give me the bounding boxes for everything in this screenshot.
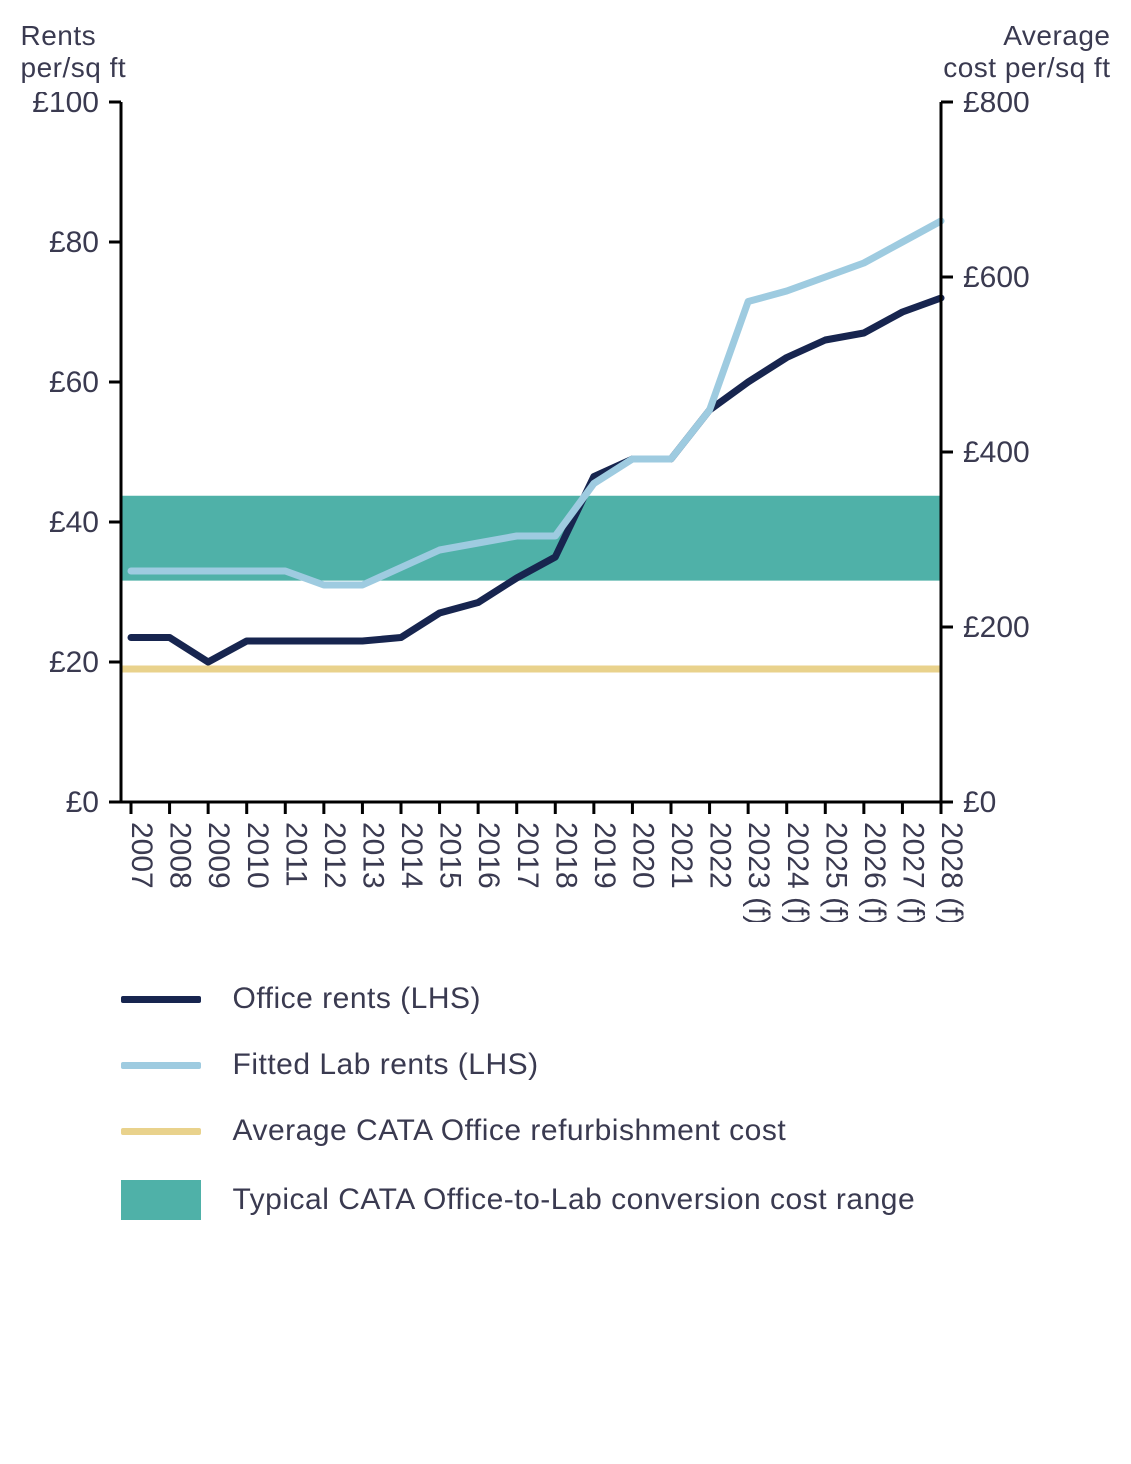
legend-label: Office rents (LHS) (233, 982, 482, 1016)
x-tick-label: 2026 (f) (857, 822, 890, 922)
y-right-tick-label: £200 (963, 611, 1030, 644)
series-line (131, 298, 941, 662)
x-tick-label: 2023 (f) (742, 822, 775, 922)
x-tick-label: 2022 (703, 822, 736, 889)
legend-label: Typical CATA Office-to-Lab conversion co… (233, 1183, 916, 1217)
legend-item: Average CATA Office refurbishment cost (121, 1114, 1111, 1148)
y-left-tick-label: £60 (48, 366, 98, 399)
y-left-tick-label: £0 (65, 786, 98, 819)
x-tick-label: 2010 (240, 822, 273, 889)
legend-item: Fitted Lab rents (LHS) (121, 1048, 1111, 1082)
x-tick-label: 2017 (510, 822, 543, 889)
legend-swatch-line (121, 1062, 201, 1069)
x-tick-label: 2007 (125, 822, 158, 889)
x-tick-label: 2018 (549, 822, 582, 889)
x-tick-label: 2011 (279, 822, 312, 887)
y-right-tick-label: £400 (963, 436, 1030, 469)
legend-item: Office rents (LHS) (121, 982, 1111, 1016)
x-tick-label: 2024 (f) (780, 822, 813, 922)
axis-titles: Rents per/sq ft Average cost per/sq ft (21, 20, 1111, 84)
y-left-tick-label: £40 (48, 506, 98, 539)
y-right-tick-label: £0 (963, 786, 996, 819)
legend-item: Typical CATA Office-to-Lab conversion co… (121, 1180, 1111, 1220)
x-tick-label: 2015 (433, 822, 466, 889)
x-tick-label: 2021 (665, 822, 698, 889)
x-tick-label: 2025 (f) (819, 822, 852, 922)
y-left-tick-label: £80 (48, 226, 98, 259)
x-tick-label: 2013 (356, 822, 389, 889)
y-right-tick-label: £600 (963, 261, 1030, 294)
x-tick-label: 2012 (317, 822, 350, 889)
x-tick-label: 2008 (163, 822, 196, 889)
chart-legend: Office rents (LHS) Fitted Lab rents (LHS)… (121, 982, 1111, 1220)
y-right-tick-label: £800 (963, 92, 1030, 119)
legend-label: Fitted Lab rents (LHS) (233, 1048, 539, 1082)
dual-axis-line-chart: £0 £20 £40 £60 £80 £100 £0 £200 £400 £600 £800 2007… (21, 92, 1061, 922)
legend-swatch-line (121, 996, 201, 1003)
legend-swatch-box (121, 1180, 201, 1220)
right-axis-title: Average cost per/sq ft (943, 20, 1110, 84)
x-tick-label: 2009 (202, 822, 235, 889)
x-tick-label: 2020 (626, 822, 659, 889)
x-tick-label: 2016 (472, 822, 505, 889)
y-left-tick-label: £100 (32, 92, 99, 119)
x-tick-label: 2027 (f) (896, 822, 929, 922)
left-axis-title: Rents per/sq ft (21, 20, 127, 84)
legend-label: Average CATA Office refurbishment cost (233, 1114, 787, 1148)
x-tick-label: 2028 (f) (935, 822, 968, 922)
x-tick-label: 2014 (395, 822, 428, 889)
x-tick-label: 2019 (587, 822, 620, 889)
y-left-tick-label: £20 (48, 646, 98, 679)
legend-swatch-line (121, 1128, 201, 1135)
